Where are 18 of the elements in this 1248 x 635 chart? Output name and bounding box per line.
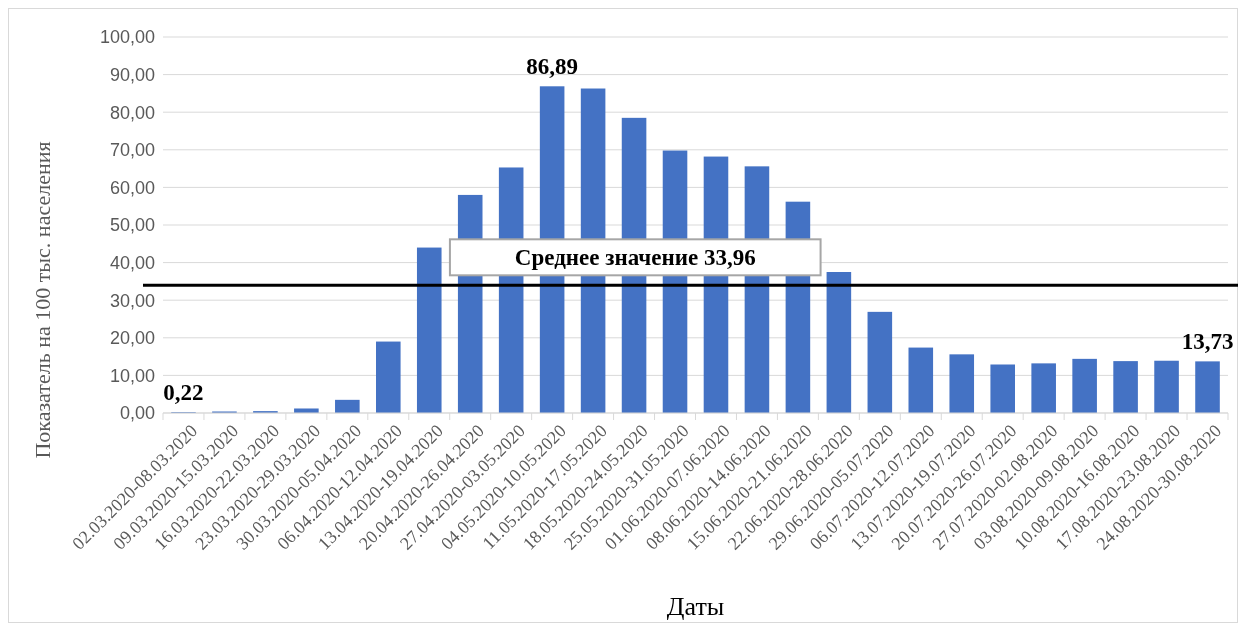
- ref-line-label: Среднее значение 33,96: [514, 245, 756, 271]
- y-tick-label: 100,00: [99, 27, 155, 48]
- y-tick-label: 0,00: [119, 403, 155, 424]
- y-tick-label: 20,00: [109, 328, 155, 349]
- y-tick-label: 10,00: [109, 365, 155, 386]
- y-tick-label: 90,00: [109, 64, 155, 85]
- y-tick-label: 30,00: [109, 290, 155, 311]
- data-label: 0,22: [163, 380, 204, 406]
- x-axis-title: Даты: [666, 592, 725, 621]
- y-tick-label: 70,00: [109, 140, 155, 161]
- y-axis-title: Показатель на 100 тыс. населения: [30, 141, 55, 459]
- data-label: 86,89: [526, 54, 579, 80]
- y-tick-label: 50,00: [109, 215, 155, 236]
- data-label: 13,73: [1181, 329, 1234, 355]
- y-tick-label: 80,00: [109, 102, 155, 123]
- label-box: Среднее значение 33,96: [448, 238, 822, 277]
- y-tick-label: 60,00: [109, 177, 155, 198]
- y-tick-label: 40,00: [109, 252, 155, 273]
